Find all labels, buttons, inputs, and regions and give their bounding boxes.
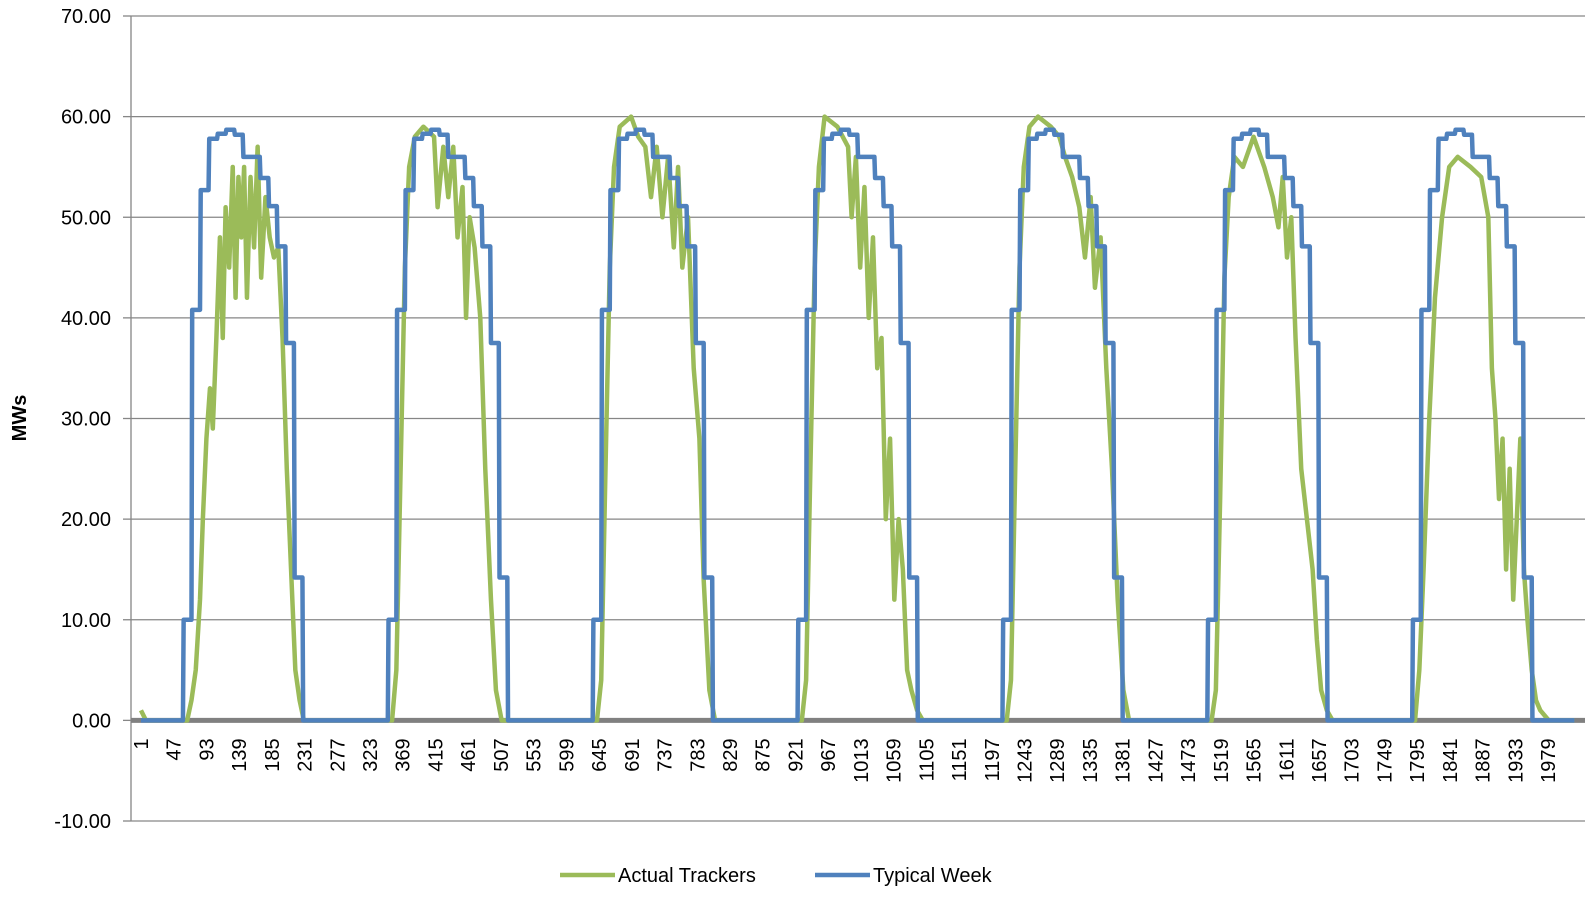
x-tick-label: 1565	[1244, 738, 1266, 783]
x-tick-label: 737	[655, 738, 677, 771]
x-tick-label: 645	[589, 738, 611, 771]
x-tick-label: 921	[785, 738, 807, 771]
x-tick-label: 1703	[1342, 738, 1364, 783]
x-tick-label: 967	[818, 738, 840, 771]
x-tick-label: 1105	[916, 738, 938, 781]
x-tick-label: 1335	[1080, 738, 1102, 783]
x-tick-label: 1427	[1145, 738, 1167, 783]
y-tick-label: 50.00	[61, 207, 111, 229]
x-tick-label: 1013	[851, 738, 873, 783]
x-tick-label: 1933	[1505, 738, 1527, 783]
data-line	[140, 127, 1575, 723]
y-tick-label: 40.00	[61, 308, 111, 330]
legend-label: Typical Week	[873, 865, 993, 887]
x-tick-label: 829	[720, 738, 742, 771]
x-tick-label: 691	[622, 738, 644, 771]
x-tick-label: 783	[687, 738, 709, 771]
x-tick-label: 1657	[1309, 738, 1331, 783]
x-tick-label: 1059	[884, 738, 906, 783]
legend-label: Actual Trackers	[618, 865, 756, 887]
x-tick-label: 461	[458, 738, 480, 771]
x-tick-label: 185	[262, 738, 284, 771]
x-tick-label: 1795	[1407, 738, 1429, 783]
x-tick-label: 1	[131, 738, 153, 749]
y-tick-label: 10.00	[61, 610, 111, 632]
x-tick-label: 369	[393, 738, 415, 771]
x-tick-label: 1289	[1047, 738, 1069, 783]
y-tick-label: 20.00	[61, 509, 111, 531]
y-tick-label: 60.00	[61, 107, 111, 129]
x-tick-label: 277	[327, 738, 349, 771]
x-tick-label: 1151	[949, 738, 971, 781]
x-tick-label: 1243	[1015, 738, 1037, 783]
x-tick-label: 507	[491, 738, 513, 771]
x-tick-label: 1749	[1374, 738, 1396, 783]
x-tick-label: 599	[556, 738, 578, 771]
x-tick-label: 1611	[1276, 738, 1298, 781]
y-tick-label: 30.00	[61, 409, 111, 431]
x-tick-label: 231	[295, 738, 317, 771]
x-tick-label: 415	[425, 738, 447, 771]
x-tick-label: 1473	[1178, 738, 1200, 783]
x-tick-label: 1887	[1473, 738, 1495, 783]
x-tick-label: 1979	[1538, 738, 1560, 783]
y-tick-label: 70.00	[61, 6, 111, 28]
x-tick-label: 93	[196, 738, 218, 760]
x-tick-label: 1381	[1113, 738, 1135, 783]
x-tick-label: 1519	[1211, 738, 1233, 783]
data-line	[138, 114, 1575, 723]
y-tick-label: 0.00	[72, 710, 111, 732]
x-tick-label: 553	[524, 738, 546, 771]
x-tick-label: 47	[164, 738, 186, 760]
y-tick-label: -10.00	[54, 811, 111, 833]
y-axis-label: MWs	[9, 395, 31, 442]
x-tick-label: 1197	[982, 738, 1004, 781]
plot-area	[138, 114, 1575, 723]
x-tick-label: 1841	[1440, 738, 1462, 783]
x-tick-label: 875	[753, 738, 775, 771]
x-tick-label: 323	[360, 738, 382, 771]
x-tick-label: 139	[229, 738, 251, 771]
